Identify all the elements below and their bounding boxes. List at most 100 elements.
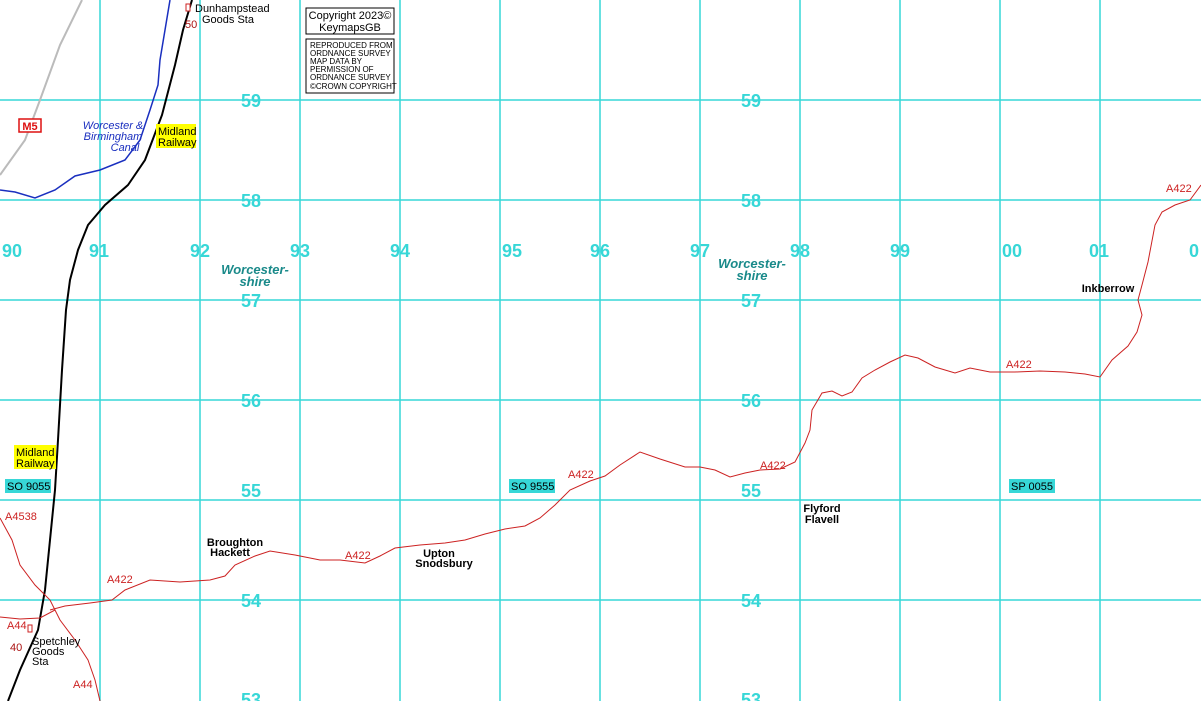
upton-line1: Upton: [423, 548, 455, 560]
railway-line: [7, 0, 193, 701]
road-label-a44-1: A44: [7, 620, 27, 632]
northing-label-55-right: 55: [741, 481, 761, 501]
easting-labels: 90 91 92 93 94 95 96 97 98 99 00 01 0: [2, 241, 1199, 261]
easting-label-94: 94: [390, 241, 410, 261]
easting-label-90: 90: [2, 241, 22, 261]
os-line-5: ORDNANCE SURVEY: [310, 73, 391, 82]
railway-label-top-line1: Midland: [158, 126, 197, 138]
road-a422: [49, 184, 1201, 611]
northing-label-58: 58: [241, 191, 261, 211]
northing-label-59: 59: [241, 91, 261, 111]
railway-label-bottom-line2: Railway: [16, 458, 55, 470]
easting-label-97: 97: [690, 241, 710, 261]
spetchley-line3: Sta: [32, 656, 49, 668]
northing-label-56-right: 56: [741, 391, 761, 411]
county-label-right-line1: Worcester-: [718, 256, 786, 271]
grid-ref-sp0055[interactable]: SP 0055: [1009, 479, 1055, 493]
easting-label-93: 93: [290, 241, 310, 261]
railway-label-top-bg: [156, 124, 196, 148]
copyright-line2: KeymapsGB: [319, 22, 381, 34]
easting-label-99: 99: [890, 241, 910, 261]
grid-ref-so9555-label: SO 9555: [511, 481, 554, 493]
upton-line2: Snodsbury: [415, 558, 473, 570]
station-icon: [27, 624, 33, 633]
grid-ref-so9055-bg: [5, 479, 51, 493]
northing-label-59-right: 59: [741, 91, 761, 111]
road-label-a422-3: A422: [760, 460, 786, 472]
county-label-left-line2: shire: [239, 274, 270, 289]
milepost-50: 50: [185, 19, 197, 31]
place-inkberrow[interactable]: Inkberrow: [1082, 283, 1135, 295]
canal-label-line1: Worcester &: [83, 120, 144, 132]
os-line-4: PERMISSION OF: [310, 65, 374, 74]
place-flyford-flavell[interactable]: Flyford Flavell: [803, 503, 840, 526]
dunhampstead-line1: Dunhampstead: [195, 3, 270, 15]
northing-label-57-right: 57: [741, 291, 761, 311]
railway-label-bottom-line1: Midland: [16, 447, 55, 459]
road-label-a422-4: A422: [568, 469, 594, 481]
northing-label-53: 53: [241, 690, 261, 701]
road-a44: [0, 609, 56, 620]
northing-label-56: 56: [241, 391, 261, 411]
northing-label-53-right: 53: [741, 690, 761, 701]
place-upton-snodsbury[interactable]: Upton Snodsbury: [415, 548, 473, 570]
northing-labels-left: 59 58 57 56 55 54 53: [241, 91, 261, 701]
road-label-a422-6: A422: [107, 574, 133, 586]
grid-ref-so9055-label: SO 9055: [7, 481, 50, 493]
copyright-box: Copyright 2023© KeymapsGB REPRODUCED FRO…: [305, 7, 397, 94]
grid-ref-so9055[interactable]: SO 9055: [5, 479, 51, 493]
easting-label-02: 0: [1189, 241, 1199, 261]
place-broughton-hackett[interactable]: Broughton Hackett: [207, 537, 263, 559]
canal-label-line2: Birmingham: [84, 131, 143, 143]
copyright-line1: Copyright 2023©: [309, 10, 392, 22]
canal-label-line3: Canal: [111, 142, 140, 154]
northing-label-57: 57: [241, 291, 261, 311]
spetchley-station[interactable]: Spetchley Goods Sta: [27, 624, 81, 668]
easting-label-92: 92: [190, 241, 210, 261]
railway-label-top-line2: Railway: [158, 137, 197, 149]
copyright-frame: [305, 7, 395, 35]
grid-ref-so9555[interactable]: SO 9555: [509, 479, 555, 493]
broughton-line2: Hackett: [210, 547, 250, 559]
milepost-40: 40: [10, 642, 22, 654]
roads: [0, 184, 1201, 701]
m5-shield: M5: [18, 118, 42, 133]
os-line-2: ORDNANCE SURVEY: [310, 49, 391, 58]
os-line-1: REPRODUCED FROM: [310, 41, 393, 50]
flyford-line1: Flyford: [803, 503, 840, 515]
northing-label-54-right: 54: [741, 591, 761, 611]
broughton-line1: Broughton: [207, 537, 263, 549]
easting-label-00: 00: [1002, 241, 1022, 261]
northing-label-55: 55: [241, 481, 261, 501]
canal-line: [0, 0, 171, 199]
road-labels: A422 A422 A422 A422 A422 A422 A4538 A44 …: [5, 183, 1192, 691]
m5-label: M5: [22, 121, 37, 133]
m5-motorway: [0, 0, 83, 176]
flyford-line2: Flavell: [805, 514, 839, 526]
easting-label-95: 95: [502, 241, 522, 261]
road-label-a4538: A4538: [5, 511, 37, 523]
northing-labels-right: 59 58 57 56 55 54 53: [741, 91, 761, 701]
grid-ref-sp0055-label: SP 0055: [1011, 481, 1053, 493]
county-label-left-line1: Worcester-: [221, 262, 289, 277]
dunhampstead-station[interactable]: Dunhampstead Goods Sta: [185, 3, 270, 26]
road-label-a422-2: A422: [1006, 359, 1032, 371]
spetchley-line1: Spetchley: [32, 636, 81, 648]
easting-label-98: 98: [790, 241, 810, 261]
easting-label-91: 91: [89, 241, 109, 261]
road-label-a44-2: A44: [73, 679, 93, 691]
station-icon: [185, 3, 191, 12]
grid-ref-sp0055-bg: [1009, 479, 1055, 493]
spetchley-line2: Goods: [32, 646, 65, 658]
dunhampstead-line2: Goods Sta: [202, 14, 255, 26]
county-label-right-line2: shire: [736, 268, 767, 283]
railway-label-bottom-bg: [14, 445, 56, 469]
northing-label-54: 54: [241, 591, 261, 611]
railway-label-bottom: Midland Railway: [14, 445, 56, 470]
os-frame: [305, 38, 395, 94]
crown-copyright: ©CROWN COPYRIGHT: [310, 82, 397, 91]
easting-label-96: 96: [590, 241, 610, 261]
os-line-3: MAP DATA BY: [310, 57, 363, 66]
